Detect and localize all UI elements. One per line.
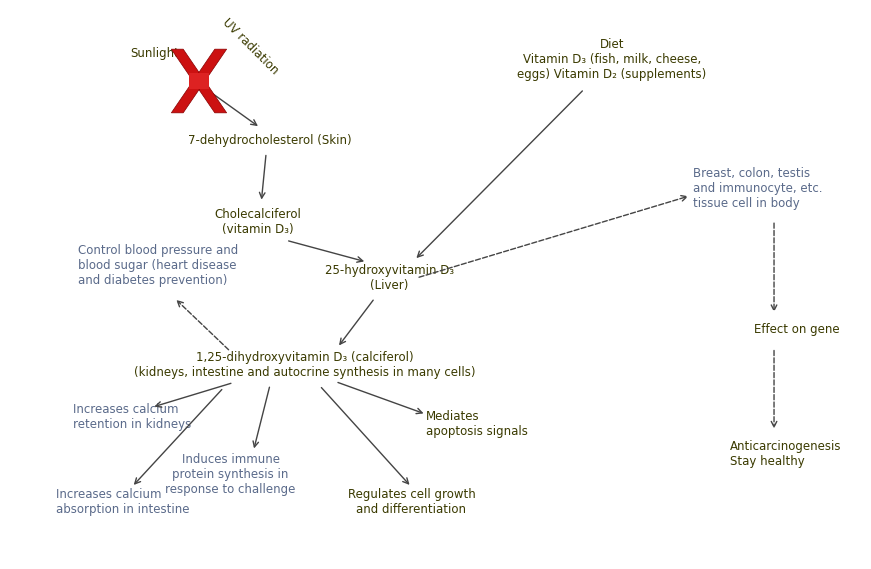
Text: Induces immune
protein synthesis in
response to challenge: Induces immune protein synthesis in resp… [165,452,296,496]
Text: Sunlight: Sunlight [130,47,179,60]
Polygon shape [172,49,226,113]
Text: Regulates cell growth
and differentiation: Regulates cell growth and differentiatio… [348,488,476,516]
Text: Breast, colon, testis
and immunocyte, etc.
tissue cell in body: Breast, colon, testis and immunocyte, et… [693,167,822,210]
Text: Increases calcium
retention in kidneys: Increases calcium retention in kidneys [72,403,191,431]
Text: Increases calcium
absorption in intestine: Increases calcium absorption in intestin… [56,488,189,516]
Text: Anticarcinogenesis
Stay healthy: Anticarcinogenesis Stay healthy [730,440,841,468]
Text: Effect on gene: Effect on gene [754,323,840,336]
Text: Mediates
apoptosis signals: Mediates apoptosis signals [426,410,528,438]
Text: Control blood pressure and
blood sugar (heart disease
and diabetes prevention): Control blood pressure and blood sugar (… [78,244,239,287]
Text: 25-hydroxyvitamin D₃
(Liver): 25-hydroxyvitamin D₃ (Liver) [325,264,455,292]
Polygon shape [189,73,209,89]
Text: 7-dehydrocholesterol (Skin): 7-dehydrocholesterol (Skin) [188,134,352,147]
Polygon shape [172,49,226,113]
Text: 1,25-dihydroxyvitamin D₃ (calciferol)
(kidneys, intestine and autocrine synthesi: 1,25-dihydroxyvitamin D₃ (calciferol) (k… [134,351,476,378]
Text: Diet
Vitamin D₃ (fish, milk, cheese,
eggs) Vitamin D₂ (supplements): Diet Vitamin D₃ (fish, milk, cheese, egg… [517,38,706,81]
Text: UV radiation: UV radiation [219,15,281,77]
Text: Cholecalciferol
(vitamin D₃): Cholecalciferol (vitamin D₃) [215,208,301,236]
